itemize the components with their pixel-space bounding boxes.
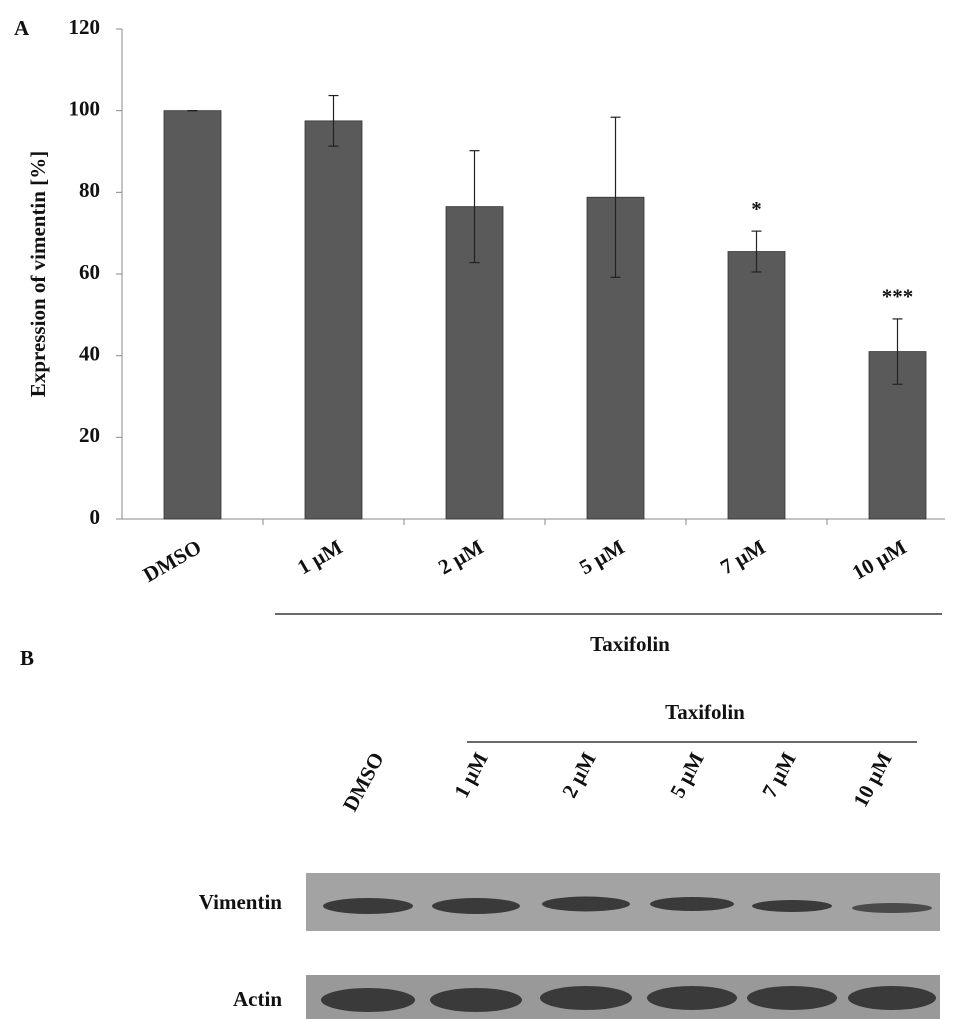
row-label: Vimentin	[199, 890, 283, 914]
significance-label: ***	[882, 285, 914, 309]
x-tick-label: 5 µM	[575, 535, 628, 580]
lane-label: 2 µM	[557, 748, 601, 802]
x-tick-label: 2 µM	[434, 535, 487, 580]
bar	[728, 252, 785, 519]
row-label: Actin	[233, 987, 282, 1011]
lane-label: DMSO	[338, 748, 389, 815]
y-tick-label: 100	[69, 96, 101, 120]
y-tick-label: 20	[79, 423, 100, 447]
bar	[305, 121, 362, 519]
group-label: Taxifolin	[665, 700, 745, 724]
y-tick-label: 40	[79, 341, 100, 365]
panel-label: A	[14, 16, 30, 40]
figure: A Expression of vimentin [%] B Taxifolin…	[0, 0, 960, 1019]
lane-label: 10 µM	[848, 748, 897, 811]
y-axis-title: Expression of vimentin [%]	[26, 151, 50, 397]
significance-label: *	[751, 197, 762, 221]
y-tick-label: 120	[69, 15, 101, 39]
y-tick-label: 80	[79, 178, 100, 202]
y-tick-label: 60	[79, 260, 100, 284]
x-tick-label: 10 µM	[848, 535, 911, 585]
y-tick-label: 0	[90, 505, 101, 529]
lane-label: 1 µM	[449, 748, 493, 802]
group-label: Taxifolin	[590, 632, 670, 656]
x-tick-label: 7 µM	[716, 535, 769, 580]
lane-label: 7 µM	[757, 748, 801, 802]
x-tick-label: DMSO	[139, 535, 206, 587]
bar	[164, 111, 221, 519]
panel-label: B	[20, 646, 34, 670]
lane-label: 5 µM	[665, 748, 709, 802]
x-tick-label: 1 µM	[293, 535, 346, 580]
